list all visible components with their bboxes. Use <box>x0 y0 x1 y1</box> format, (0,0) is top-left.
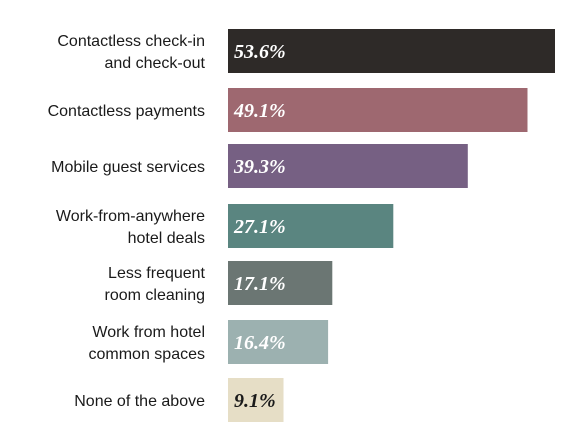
category-label: Work from hotel <box>92 324 205 341</box>
bar-2 <box>228 88 528 132</box>
bar-value-label: 16.4% <box>234 332 286 354</box>
bar-1 <box>228 29 555 73</box>
bar-3 <box>228 144 468 188</box>
category-label: and check-out <box>104 55 205 72</box>
bar-value-label: 39.3% <box>233 156 286 178</box>
category-label: Contactless payments <box>48 103 205 120</box>
bar-value-label: 53.6% <box>234 41 286 63</box>
bar-4 <box>228 204 394 248</box>
bar-5 <box>228 261 333 305</box>
bar-value-label: 9.1% <box>234 390 276 412</box>
category-label: Work-from-anywhere <box>56 208 205 225</box>
bar-value-label: 17.1% <box>234 273 286 295</box>
category-label: Contactless check-in <box>57 33 205 50</box>
bar-7 <box>228 378 284 422</box>
category-label: Mobile guest services <box>51 159 205 176</box>
category-label: room cleaning <box>105 287 206 304</box>
category-label: common spaces <box>89 346 206 363</box>
bar-value-label: 49.1% <box>233 100 286 122</box>
bar-value-label: 27.1% <box>233 216 286 238</box>
category-label: hotel deals <box>128 230 205 247</box>
category-label: None of the above <box>74 393 205 410</box>
bar-6 <box>228 320 329 364</box>
category-label: Less frequent <box>108 265 206 282</box>
